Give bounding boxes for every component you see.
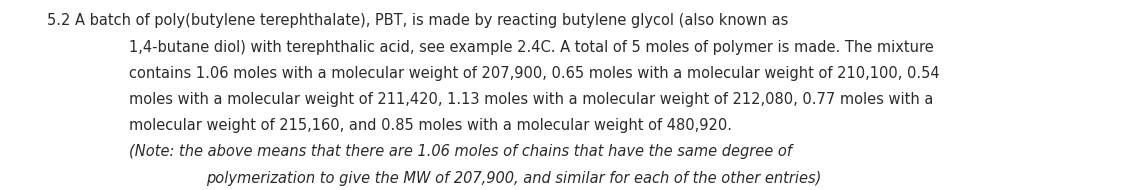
Text: molecular weight of 215,160, and 0.85 moles with a molecular weight of 480,920.: molecular weight of 215,160, and 0.85 mo… — [129, 118, 732, 133]
Text: 1,4-butane diol) with terephthalic acid, see example 2.4C. A total of 5 moles of: 1,4-butane diol) with terephthalic acid,… — [129, 40, 934, 55]
Text: 5.2 A batch of poly(butylene terephthalate), PBT, is made by reacting butylene g: 5.2 A batch of poly(butylene terephthala… — [47, 13, 789, 28]
Text: moles with a molecular weight of 211,420, 1.13 moles with a molecular weight of : moles with a molecular weight of 211,420… — [129, 92, 934, 107]
Text: contains 1.06 moles with a molecular weight of 207,900, 0.65 moles with a molecu: contains 1.06 moles with a molecular wei… — [129, 66, 940, 81]
Text: polymerization to give the MW of 207,900, and similar for each of the other entr: polymerization to give the MW of 207,900… — [206, 171, 821, 186]
Text: (Note: the above means that there are 1.06 moles of chains that have the same de: (Note: the above means that there are 1.… — [129, 144, 792, 159]
